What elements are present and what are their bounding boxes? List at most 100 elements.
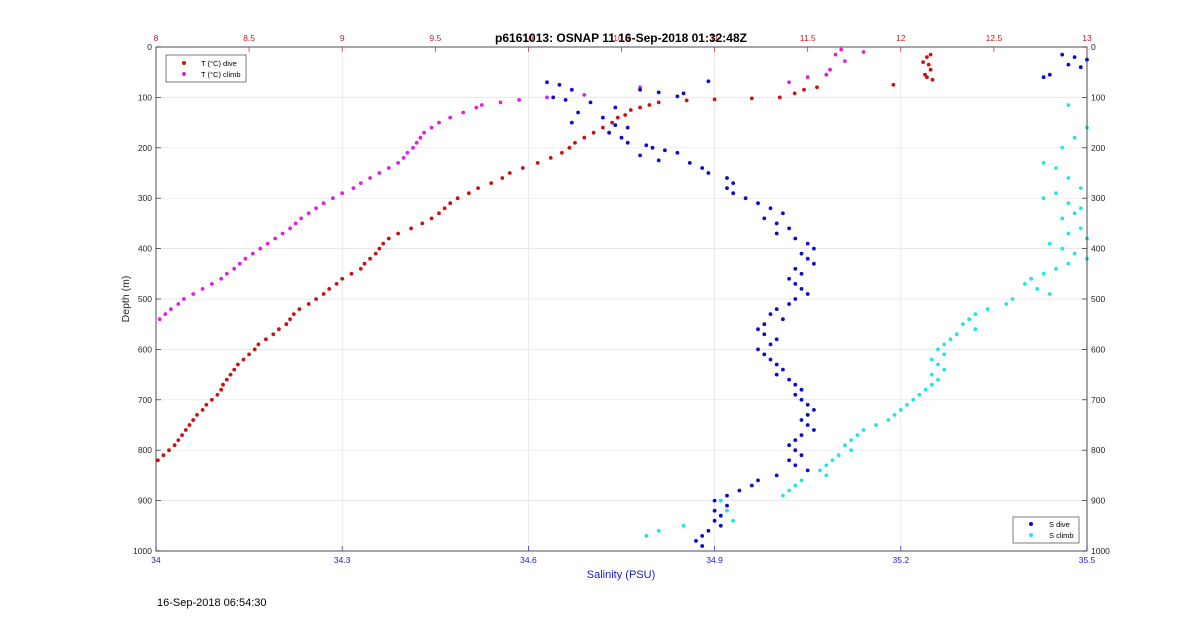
data-point: [551, 95, 556, 100]
data-point: [725, 503, 729, 508]
data-point: [768, 312, 773, 316]
y-tick-label-left: 700: [138, 395, 152, 405]
data-point: [799, 271, 804, 276]
data-point: [429, 125, 434, 130]
data-point: [774, 362, 779, 367]
data-point: [1078, 186, 1083, 191]
data-point: [774, 231, 779, 236]
y-tick-label-right: 900: [1091, 496, 1105, 506]
data-point: [607, 130, 611, 135]
data-point: [569, 120, 574, 125]
data-point: [1041, 271, 1046, 276]
data-point: [368, 176, 372, 180]
y-tick-label-right: 600: [1091, 344, 1105, 354]
data-point: [1047, 292, 1052, 296]
data-point: [1047, 72, 1052, 77]
data-point: [812, 261, 816, 266]
data-point: [929, 372, 934, 377]
data-point: [805, 468, 810, 473]
data-point: [176, 438, 181, 442]
data-point: [237, 261, 242, 266]
data-point: [756, 347, 760, 352]
data-point: [824, 463, 829, 468]
data-point: [1029, 276, 1033, 281]
data-point: [314, 297, 318, 301]
data-point: [334, 282, 339, 286]
data-point: [712, 518, 717, 523]
data-point: [805, 241, 810, 246]
data-point: [563, 98, 568, 102]
data-point: [638, 87, 642, 92]
data-point: [362, 261, 367, 266]
data-point: [892, 413, 897, 417]
series-s-climb: [644, 103, 1089, 538]
data-point: [377, 246, 382, 251]
data-point: [930, 77, 935, 82]
data-point: [675, 94, 680, 99]
data-point: [1054, 266, 1058, 271]
series-t-c-climb: [157, 47, 866, 322]
legend-label-s-climb: S climb: [1049, 531, 1074, 540]
legend-salinity-box: [1012, 516, 1080, 544]
data-point: [1060, 246, 1065, 251]
y-axis-label: Depth (m): [120, 276, 132, 323]
data-point: [288, 226, 292, 231]
data-point: [422, 130, 426, 135]
data-point: [712, 498, 717, 503]
data-point: [331, 196, 335, 201]
data-point: [288, 317, 292, 322]
data-point: [500, 176, 505, 180]
data-point: [1060, 145, 1065, 150]
data-point: [1066, 62, 1071, 67]
data-point: [187, 423, 192, 427]
data-point: [805, 292, 810, 296]
data-point: [176, 302, 181, 306]
x-tick-label-top: 11.5: [800, 33, 816, 43]
data-point: [656, 158, 661, 163]
data-point: [925, 75, 929, 80]
data-point: [232, 266, 237, 271]
y-tick-label-right: 100: [1091, 92, 1105, 102]
data-point: [210, 397, 214, 402]
data-point: [792, 91, 797, 96]
data-point: [861, 50, 866, 54]
data-point: [163, 312, 168, 316]
data-point: [768, 357, 773, 362]
y-tick-label-left: 0: [147, 42, 152, 52]
data-point: [306, 302, 311, 306]
data-point: [545, 95, 549, 100]
data-point: [799, 433, 804, 437]
y-tick-label-right: 200: [1091, 143, 1105, 153]
data-point: [520, 166, 525, 170]
data-point: [762, 332, 767, 337]
data-point: [644, 534, 649, 538]
data-point: [731, 518, 736, 523]
data-point: [1060, 52, 1065, 57]
data-point: [277, 327, 281, 332]
data-point: [576, 110, 580, 115]
data-point: [215, 392, 220, 397]
data-point: [812, 408, 816, 412]
y-tick-label-left: 600: [138, 344, 152, 354]
data-point: [756, 478, 760, 483]
data-point: [474, 105, 479, 110]
data-point: [613, 105, 618, 110]
data-point: [1072, 135, 1077, 140]
x-tick-label-top: 13: [1082, 33, 1092, 43]
data-point: [774, 372, 779, 377]
data-point: [812, 246, 816, 251]
data-point: [700, 166, 705, 170]
data-point: [762, 322, 767, 327]
data-point: [256, 342, 261, 347]
data-point: [169, 307, 173, 311]
x-tick-label-top: 9: [340, 33, 345, 43]
data-point: [774, 337, 779, 342]
data-point: [843, 59, 847, 63]
data-point: [1041, 75, 1046, 80]
data-point: [793, 438, 798, 442]
data-point: [799, 387, 804, 392]
data-point: [725, 508, 729, 513]
data-point: [921, 60, 925, 64]
data-point: [793, 297, 798, 301]
data-point: [756, 327, 760, 332]
